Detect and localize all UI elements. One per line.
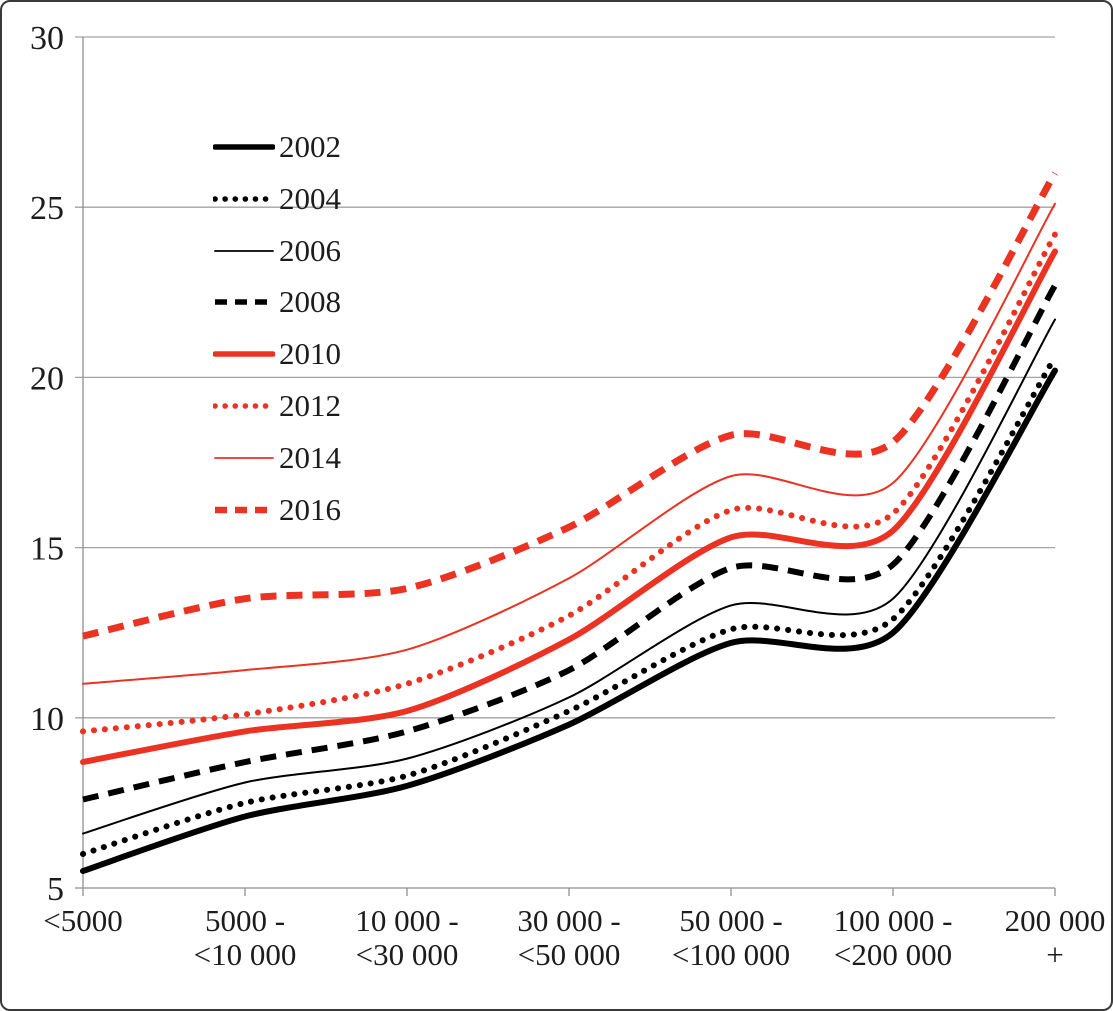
- legend-item-2016: 2016: [213, 492, 341, 527]
- x-tick-label-3: 30 000 -<50 000: [517, 903, 620, 972]
- x-axis-labels: <5000 5000 -<10 000 10 000 -<30 000 30 000 …: [43, 903, 1105, 972]
- y-tick-label-25: 25: [30, 190, 64, 227]
- legend-label-2006: 2006: [279, 233, 341, 268]
- legend-line-sample-2006: [214, 250, 274, 252]
- legend-line-sample-2008: [215, 299, 273, 305]
- legend-line-sample-2012: [213, 403, 275, 409]
- legend-item-2004: 2004: [213, 181, 341, 216]
- legend-item-2002: 2002: [213, 129, 341, 164]
- legend-item-2008: 2008: [213, 284, 341, 319]
- series-line-2010: [80, 248, 1058, 766]
- legend-item-2012: 2012: [213, 388, 341, 423]
- x-axis-ticks: [82, 888, 1056, 896]
- legend-line-sample-2014: [214, 457, 274, 459]
- legend-line-sample-2002: [213, 144, 275, 150]
- series-line-2012: [80, 231, 1058, 735]
- legend-item-2006: 2006: [213, 233, 341, 268]
- x-tick-label-2: 10 000 -<30 000: [355, 903, 458, 972]
- x-tick-label-6: 200 000 +: [1005, 903, 1106, 972]
- series-line-2002: [80, 367, 1058, 874]
- legend-line-sample-2004: [213, 196, 275, 202]
- x-tick-label-1: 5000 -<10 000: [194, 903, 297, 972]
- legend-label-2008: 2008: [279, 284, 341, 319]
- y-tick-label-15: 15: [30, 531, 64, 568]
- legend-label-2004: 2004: [279, 181, 341, 216]
- legend-item-2010: 2010: [213, 336, 341, 371]
- y-tick-label-10: 10: [30, 701, 64, 738]
- y-axis-labels: 30 25 20 15 10 5: [30, 20, 64, 908]
- x-tick-label-0: <5000: [43, 903, 122, 938]
- series-line-2004: [80, 353, 1058, 857]
- legend-label-2010: 2010: [279, 336, 341, 371]
- series-line-2008: [82, 283, 1058, 803]
- legend-item-2014: 2014: [213, 440, 341, 475]
- series-line-2006: [82, 318, 1056, 835]
- series-line-2016: [82, 171, 1058, 640]
- x-tick-label-4: 50 000 -<100 000: [672, 903, 790, 972]
- legend-line-sample-2010: [213, 351, 275, 357]
- legend-label-2012: 2012: [279, 388, 341, 423]
- legend-label-2002: 2002: [279, 129, 341, 164]
- y-tick-label-5: 5: [47, 871, 64, 908]
- legend-label-2014: 2014: [279, 440, 341, 475]
- y-tick-label-30: 30: [30, 20, 64, 57]
- series-line-2014: [82, 202, 1056, 685]
- x-tick-label-5: 100 000 -<200 000: [834, 903, 953, 972]
- legend-line-sample-2016: [215, 506, 273, 514]
- y-tick-label-20: 20: [30, 360, 64, 397]
- legend-label-2016: 2016: [279, 492, 341, 527]
